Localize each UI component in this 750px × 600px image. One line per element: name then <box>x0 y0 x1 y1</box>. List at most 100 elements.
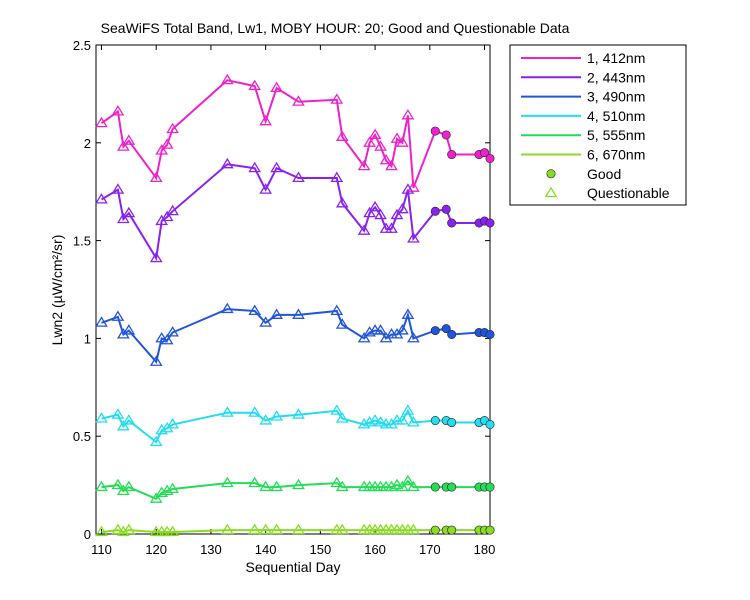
questionable-point <box>248 523 262 535</box>
questionable-point <box>149 435 163 447</box>
questionable-point <box>220 73 234 85</box>
questionable-point <box>95 412 108 423</box>
questionable-point <box>149 171 163 183</box>
questionable-point <box>166 326 179 337</box>
x-tick-label: 150 <box>310 542 332 557</box>
questionable-point <box>292 408 305 419</box>
questionable-point <box>335 196 349 208</box>
questionable-point <box>149 251 163 263</box>
series-2 <box>95 157 495 263</box>
good-point <box>485 525 495 535</box>
legend-label: 5, 555nm <box>587 127 645 143</box>
legend-good-marker <box>546 169 556 179</box>
questionable-point <box>166 204 179 216</box>
good-point <box>447 482 457 492</box>
series-3 <box>95 302 495 366</box>
questionable-point <box>401 404 415 415</box>
questionable-point <box>149 355 163 366</box>
good-point <box>430 482 440 492</box>
x-axis-label: Sequential Day <box>246 559 341 575</box>
x-tick-label: 130 <box>200 542 222 557</box>
good-point <box>485 153 495 163</box>
questionable-point <box>292 478 305 490</box>
y-axis-label: Lwn2 (µW/cm²/sr) <box>49 235 65 346</box>
series-5 <box>95 474 495 503</box>
legend-label: 2, 443nm <box>587 69 645 85</box>
questionable-point <box>166 418 179 429</box>
questionable-point <box>220 157 234 169</box>
questionable-point <box>259 316 272 327</box>
x-tick-label: 160 <box>364 542 386 557</box>
questionable-point <box>248 476 262 488</box>
questionable-point <box>122 134 136 145</box>
questionable-point <box>407 416 420 427</box>
questionable-point <box>122 324 136 335</box>
questionable-point <box>166 482 179 494</box>
legend-box <box>509 44 687 206</box>
good-point <box>430 416 440 426</box>
questionable-point <box>122 206 136 218</box>
questionable-point <box>111 105 125 116</box>
questionable-point <box>160 210 174 222</box>
questionable-point <box>155 144 169 155</box>
questionable-point <box>220 406 234 417</box>
questionable-point <box>95 480 108 492</box>
questionable-point <box>259 414 272 425</box>
y-tick-label: 2 <box>84 136 91 151</box>
questionable-point <box>390 478 404 490</box>
questionable-point <box>95 193 108 204</box>
questionable-point <box>155 331 169 343</box>
x-tick-label: 170 <box>419 542 441 557</box>
questionable-point <box>363 206 376 218</box>
series-6 <box>95 523 495 537</box>
questionable-point <box>390 208 404 220</box>
questionable-point <box>248 406 262 417</box>
questionable-point <box>357 159 371 171</box>
questionable-point <box>160 138 174 149</box>
y-tick-label: 1.5 <box>73 234 91 249</box>
good-point <box>430 126 440 136</box>
x-tick-label: 140 <box>255 542 277 557</box>
questionable-point <box>270 161 283 173</box>
questionable-point <box>117 525 130 537</box>
questionable-point <box>401 308 415 319</box>
good-point <box>441 130 451 140</box>
questionable-point <box>270 308 283 319</box>
y-tick-label: 0 <box>84 527 91 542</box>
questionable-point <box>407 480 420 492</box>
questionable-point <box>270 410 283 421</box>
questionable-point <box>111 478 125 490</box>
y-axis: 0 0.5 1 1.5 2 2.5 <box>73 38 490 542</box>
legend-label: 4, 510nm <box>587 108 645 124</box>
questionable-point <box>248 161 262 173</box>
questionable-point <box>357 418 371 429</box>
questionable-point <box>220 476 234 488</box>
y-tick-label: 2.5 <box>73 38 91 53</box>
questionable-point <box>155 423 169 435</box>
series-1 <box>95 73 495 192</box>
good-point <box>447 329 457 339</box>
questionable-point <box>270 81 283 93</box>
questionable-point <box>385 222 398 233</box>
plot-area <box>95 44 491 535</box>
questionable-point <box>390 132 404 143</box>
questionable-point <box>401 108 415 120</box>
questionable-point <box>248 304 262 316</box>
legend-label: 3, 490nm <box>587 89 645 105</box>
questionable-point <box>270 523 283 535</box>
questionable-point <box>292 523 305 535</box>
good-point <box>447 418 457 428</box>
questionable-point <box>220 523 234 535</box>
questionable-point <box>292 95 305 106</box>
good-point <box>480 148 490 158</box>
questionable-point <box>292 171 305 183</box>
questionable-point <box>155 486 169 497</box>
good-point <box>485 482 495 492</box>
good-point <box>447 525 457 535</box>
x-tick-label: 110 <box>91 542 112 557</box>
good-point <box>485 419 495 429</box>
questionable-point <box>396 414 409 425</box>
questionable-point <box>330 93 344 104</box>
questionable-point <box>149 492 163 503</box>
